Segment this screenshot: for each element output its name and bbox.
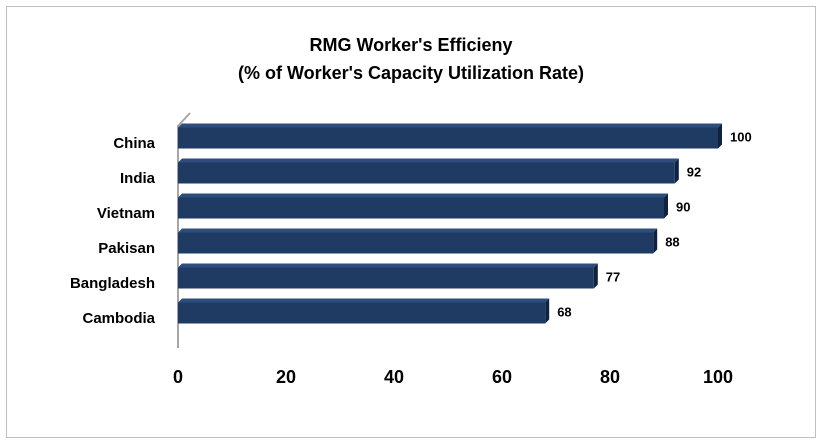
bar-side xyxy=(664,193,668,219)
y-tick-label: Bangladesh xyxy=(70,275,155,292)
x-tick-label: 20 xyxy=(276,367,296,387)
value-label: 68 xyxy=(557,304,571,319)
y-tick-label: Pakisan xyxy=(98,240,155,257)
x-tick-label: 0 xyxy=(173,367,183,387)
chart-subtitle: (% of Worker's Capacity Utilization Rate… xyxy=(238,63,584,83)
chart-border xyxy=(6,6,816,438)
y-tick-label: Cambodia xyxy=(82,310,155,327)
value-label: 88 xyxy=(665,234,679,249)
bar-top xyxy=(178,228,658,233)
bar-side xyxy=(653,228,658,254)
bar xyxy=(178,267,594,289)
bar-top xyxy=(178,193,668,198)
bar-side xyxy=(593,263,598,289)
bar xyxy=(178,232,654,254)
value-label: 92 xyxy=(687,164,701,179)
bar-side xyxy=(718,123,722,149)
y-tick-label: Vietnam xyxy=(97,205,155,222)
bar xyxy=(178,302,546,324)
bar-top xyxy=(178,298,550,303)
bar-top xyxy=(178,158,679,163)
value-label: 100 xyxy=(730,129,752,144)
x-tick-label: 80 xyxy=(600,367,620,387)
x-tick-label: 60 xyxy=(492,367,512,387)
bar xyxy=(178,197,664,219)
x-tick-label: 100 xyxy=(703,367,733,387)
value-label: 90 xyxy=(676,199,690,214)
bar xyxy=(178,127,718,149)
y-tick-label: China xyxy=(113,135,155,152)
y-tick-label: India xyxy=(120,170,156,187)
bar-side xyxy=(674,158,679,184)
bar-side xyxy=(545,298,550,324)
bar xyxy=(178,162,675,184)
chart-title: RMG Worker's Efficieny xyxy=(309,35,512,55)
x-tick-label: 40 xyxy=(384,367,404,387)
bar-top xyxy=(178,123,722,128)
value-label: 77 xyxy=(606,269,620,284)
bar-top xyxy=(178,263,598,268)
